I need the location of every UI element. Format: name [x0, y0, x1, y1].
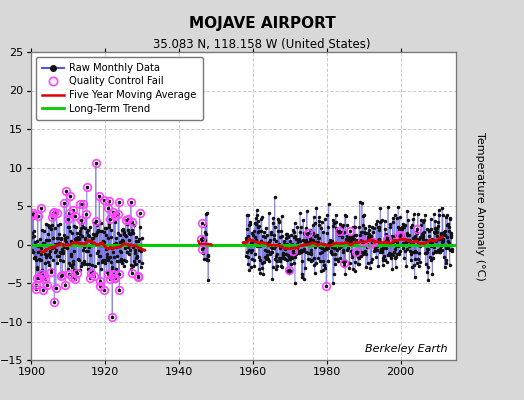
Text: Berkeley Earth: Berkeley Earth — [365, 344, 447, 354]
Text: 35.083 N, 118.158 W (United States): 35.083 N, 118.158 W (United States) — [153, 38, 371, 51]
Y-axis label: Temperature Anomaly (°C): Temperature Anomaly (°C) — [475, 132, 485, 280]
Text: MOJAVE AIRPORT: MOJAVE AIRPORT — [189, 16, 335, 31]
Legend: Raw Monthly Data, Quality Control Fail, Five Year Moving Average, Long-Term Tren: Raw Monthly Data, Quality Control Fail, … — [37, 57, 203, 120]
